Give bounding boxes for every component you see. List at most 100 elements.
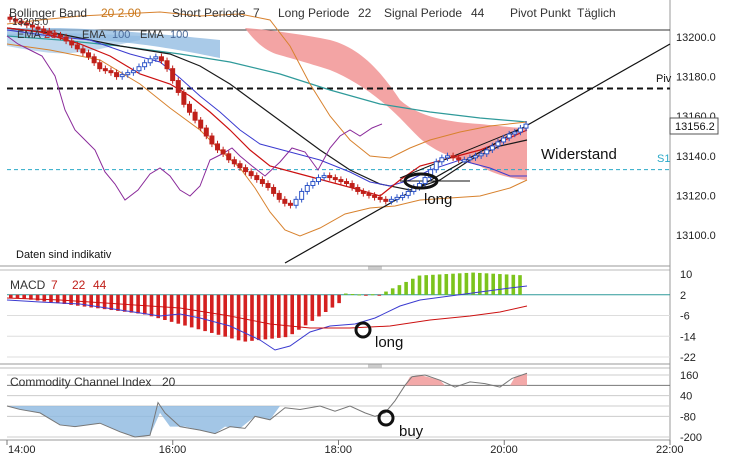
s1-level-label: S1 xyxy=(657,153,670,165)
macd-histogram-bar xyxy=(256,294,261,341)
candle-body xyxy=(231,159,237,165)
macd-histogram-bar xyxy=(35,294,40,301)
macd-y-tick-label: -14 xyxy=(680,331,696,343)
ema-blue-line xyxy=(6,29,527,187)
candle-body xyxy=(192,111,198,121)
candle-body xyxy=(130,70,136,74)
ema-legend-label: EMA xyxy=(17,29,42,41)
pivot-value: Täglich xyxy=(577,6,616,20)
macd-histogram-bar xyxy=(511,274,516,295)
candle-body xyxy=(523,123,529,129)
ichimoku-cloud-down xyxy=(245,28,527,180)
candle-body xyxy=(349,183,355,188)
macd-histogram-bar xyxy=(22,294,26,299)
short-period-value: 7 xyxy=(253,6,260,20)
candle-body xyxy=(259,179,265,185)
long-period-value: 22 xyxy=(358,6,372,20)
grid: 14:00 16:00 18:00 20:00 22:00 xyxy=(0,0,684,456)
signal-period-value: 44 xyxy=(471,6,485,20)
candle-body xyxy=(7,16,13,20)
candle-body xyxy=(74,44,80,50)
candle-body xyxy=(461,159,467,163)
candle-body xyxy=(517,127,523,133)
macd-histogram-bar xyxy=(444,274,449,295)
candle-body xyxy=(394,196,400,200)
macd-histogram-bar xyxy=(370,294,375,296)
macd-histogram-bar xyxy=(116,294,120,311)
candle-body xyxy=(57,34,63,38)
candle-body xyxy=(52,32,58,36)
macd-histogram-bar xyxy=(149,294,154,317)
annotation-buy-cci: buy xyxy=(399,423,424,440)
macd-histogram-bar xyxy=(129,294,134,313)
macd-histogram-bar xyxy=(397,285,402,295)
macd-histogram-bar xyxy=(317,294,321,317)
macd-histogram-bar xyxy=(29,294,33,300)
cci-buy-marker xyxy=(377,409,395,427)
candle-body xyxy=(119,74,125,78)
candle-body xyxy=(265,183,271,188)
macd-histogram-bar xyxy=(484,273,489,295)
macd-histogram-bar xyxy=(210,294,214,333)
candle-body xyxy=(377,196,383,200)
candle-body xyxy=(248,171,254,177)
ema-legend-param: 100 xyxy=(112,29,130,41)
macd-line xyxy=(6,285,528,351)
current-price-box xyxy=(669,117,719,135)
candle-body xyxy=(102,68,108,72)
macd-histogram-bar xyxy=(189,294,194,328)
candle-body xyxy=(344,181,350,185)
price-y-tick-label: 13180.0 xyxy=(676,72,716,84)
macd-histogram-bar xyxy=(364,294,368,296)
candle-body xyxy=(456,157,462,161)
candle-body xyxy=(254,175,260,181)
candle-body xyxy=(321,175,327,179)
cci-y-tick-label: 40 xyxy=(680,391,692,403)
candle-body xyxy=(108,70,114,74)
candle-body xyxy=(355,186,361,192)
x-tick-label: 16:00 xyxy=(159,444,187,456)
candle-body xyxy=(315,177,321,183)
macd-histogram-bar xyxy=(82,294,87,307)
x-tick-label: 22:00 xyxy=(656,444,684,456)
ema-legend: EMA 20 EMA 100 EMA 100 xyxy=(17,29,188,41)
macd-param-signal: 44 xyxy=(93,278,107,292)
candle-body xyxy=(125,72,131,76)
macd-histogram-bar xyxy=(424,275,428,295)
candle-body xyxy=(69,40,75,46)
candle-body xyxy=(91,56,97,64)
macd-signal-line xyxy=(6,297,528,329)
macd-histogram-bar xyxy=(491,273,495,295)
cci-param: 20 xyxy=(162,375,176,389)
candle-body xyxy=(282,198,288,204)
candle-body xyxy=(293,198,299,206)
macd-histogram-bar xyxy=(76,294,80,306)
candle-body xyxy=(35,26,41,30)
macd-histogram-bar xyxy=(263,294,268,340)
macd-histogram-bar xyxy=(196,294,201,330)
macd-histogram-bar xyxy=(183,294,187,326)
candle-body xyxy=(366,192,372,196)
x-tick-label: 14:00 xyxy=(8,444,36,456)
macd-histogram-bar xyxy=(518,275,522,295)
macd-histogram-bar xyxy=(451,273,455,295)
macd-label: MACD xyxy=(10,278,46,292)
candle-body xyxy=(338,179,344,183)
macd-histogram-bar xyxy=(457,273,462,295)
macd-histogram-bar xyxy=(498,274,502,295)
macd-histogram-bar xyxy=(464,272,469,295)
candle-body xyxy=(372,194,378,198)
macd-histogram-bar xyxy=(9,294,13,299)
annotation-long-macd: long xyxy=(375,334,403,351)
cloud-trendline xyxy=(399,125,528,179)
candle-body xyxy=(310,181,316,186)
macd-histogram-bar xyxy=(176,294,181,324)
bollinger-params: 20 2.00 xyxy=(101,6,141,20)
candle-body xyxy=(170,68,176,82)
cci-layer: 160 40 -80 -200 xyxy=(6,370,702,444)
candle-body xyxy=(287,202,293,206)
candle-body xyxy=(175,80,181,93)
candle-body xyxy=(186,103,192,113)
macd-histogram-bar xyxy=(431,274,435,295)
candle-body xyxy=(478,153,484,157)
